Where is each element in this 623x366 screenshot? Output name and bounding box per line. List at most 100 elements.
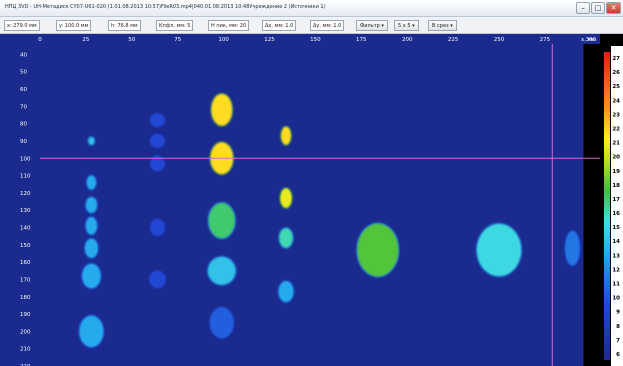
colorbar-tick-label: 16 [612, 211, 620, 217]
defect-spot-18 [281, 127, 291, 145]
y-tick-label: 140 [20, 226, 31, 232]
defect-spot-21 [278, 281, 294, 302]
y-tick-label: 180 [20, 295, 31, 301]
colorbar-tick-label: 25 [612, 84, 620, 90]
x-tick-label: 150 [310, 37, 321, 43]
x-tick-label: 225 [448, 37, 459, 43]
defect-spot-11 [150, 218, 165, 237]
colorbar-tick-label: 17 [612, 197, 620, 203]
peak-field[interactable]: Н пик, мм: 20 [208, 20, 250, 31]
x-tick-label: 125 [264, 37, 275, 43]
x-tick-label: 175 [356, 37, 367, 43]
defect-spot-5 [84, 238, 98, 258]
colorbar-tick-label: 9 [616, 310, 620, 316]
y-position-field[interactable]: y: 100.0 мм [56, 20, 92, 31]
y-tick-label: 220 [20, 364, 31, 366]
defect-spot-19 [280, 188, 292, 208]
defect-spot-8 [150, 113, 165, 128]
right-edge-band [583, 44, 600, 366]
colorbar-tick-label: 22 [612, 126, 620, 132]
maximize-button[interactable]: □ [591, 2, 605, 14]
colorbar-scale [611, 46, 623, 366]
colorbar-tick-label: 14 [612, 239, 620, 245]
colorbar-tick-label: 7 [616, 338, 620, 344]
close-button[interactable]: ✕ [606, 2, 621, 14]
x-tick-label: 100 [218, 37, 229, 43]
plot-background [0, 34, 600, 366]
colorbar-tick-label: 23 [612, 112, 620, 118]
defect-spot-1 [88, 137, 95, 145]
defect-spot-15 [208, 203, 235, 238]
defect-spot-20 [279, 228, 293, 248]
c-scan-heatmap[interactable]: 0 25 50 75 100 125 150 175 200 225 250 275 300 x, мм… [0, 34, 623, 366]
y-tick-label: 130 [20, 208, 31, 214]
colorbar-tick-label: 18 [612, 183, 620, 189]
defect-spot-22 [357, 224, 399, 276]
colorbar-tick-label: 24 [612, 98, 620, 104]
y-tick-label: 60 [20, 87, 27, 93]
defect-spot-16 [208, 256, 236, 285]
kernel-size-dropdown[interactable]: 5 x 5 ▾ [394, 20, 419, 31]
y-tick-label: 200 [20, 329, 31, 335]
y-tick-label: 50 [20, 70, 27, 76]
defect-spot-24 [565, 230, 580, 266]
x-tick-label: 275 [540, 37, 551, 43]
dy-field[interactable]: Δу, мм: 1.0 [310, 20, 345, 31]
y-tick-label: 80 [20, 122, 27, 128]
y-tick-label: 40 [20, 52, 27, 58]
defect-spot-10 [150, 155, 165, 172]
y-tick-label: 90 [20, 139, 27, 145]
x-tick-label: 25 [82, 37, 89, 43]
colorbar-tick-label: 26 [612, 70, 620, 76]
defect-spot-17 [209, 307, 234, 339]
x-tick-label: 50 [128, 37, 135, 43]
defect-spot-4 [85, 217, 97, 235]
colorbar-tick-label: 21 [612, 141, 620, 147]
colorbar [604, 52, 610, 360]
height-field[interactable]: h: 76.8 мм [108, 20, 141, 31]
y-tick-label: 150 [20, 243, 31, 249]
x-position-field[interactable]: x: 279.0 мм [4, 20, 40, 31]
colorbar-tick-label: 13 [612, 253, 620, 259]
y-tick-label: 70 [20, 104, 27, 110]
title-bar: НПЦ 3VD - UH-Метадиск CY07-U61-020 (1.01… [0, 0, 623, 17]
y-tick-label: 110 [20, 174, 31, 180]
defect-spot-3 [85, 197, 97, 213]
colorbar-tick-label: 20 [612, 155, 620, 161]
window-title: НПЦ 3VD - UH-Метадиск CY07-U61-020 (1.01… [5, 4, 326, 10]
y-tick-label: 170 [20, 277, 31, 283]
colorbar-tick-label: 12 [612, 267, 620, 273]
c-scan-plot[interactable]: 0 25 50 75 100 125 150 175 200 225 250 275 300 x, мм… [0, 34, 623, 366]
minimize-button[interactable]: – [576, 2, 590, 14]
colorbar-tick-label: 11 [612, 282, 620, 288]
defect-spot-23 [476, 224, 522, 276]
filter-dropdown[interactable]: Фильтр ▾ [356, 20, 388, 31]
kpfl-field[interactable]: Кпфл, мм: 5 [156, 20, 194, 31]
colorbar-tick-label: 27 [612, 56, 620, 62]
toolbar: x: 279.0 мм y: 100.0 мм h: 76.8 мм Кпфл,… [0, 17, 623, 34]
slice-dropdown[interactable]: В срез ▾ [428, 20, 457, 31]
y-tick-label: 100 [20, 156, 31, 162]
colorbar-tick-label: 6 [616, 352, 620, 358]
x-axis-unit-label: x, мм [581, 37, 596, 43]
defect-spot-2 [86, 175, 96, 190]
dx-field[interactable]: Δх, мм: 1.0 [262, 20, 297, 31]
defect-spot-7 [79, 315, 104, 347]
x-tick-label: 200 [402, 37, 413, 43]
defect-spot-12 [149, 270, 166, 289]
colorbar-tick-label: 10 [612, 296, 620, 302]
y-tick-label: 160 [20, 260, 31, 266]
x-tick-label: 0 [38, 37, 42, 43]
colorbar-tick-label: 8 [616, 324, 620, 330]
x-tick-label: 300 [586, 37, 597, 43]
defect-spot-13 [211, 94, 232, 126]
colorbar-tick-label: 19 [612, 169, 620, 175]
defect-spot-9 [150, 134, 165, 148]
defect-spot-6 [82, 263, 101, 289]
x-tick-label: 75 [174, 37, 181, 43]
y-tick-label: 190 [20, 312, 31, 318]
colorbar-tick-label: 15 [612, 225, 620, 231]
x-tick-label: 250 [494, 37, 505, 43]
y-tick-label: 120 [20, 191, 31, 197]
y-tick-label: 210 [20, 347, 31, 353]
